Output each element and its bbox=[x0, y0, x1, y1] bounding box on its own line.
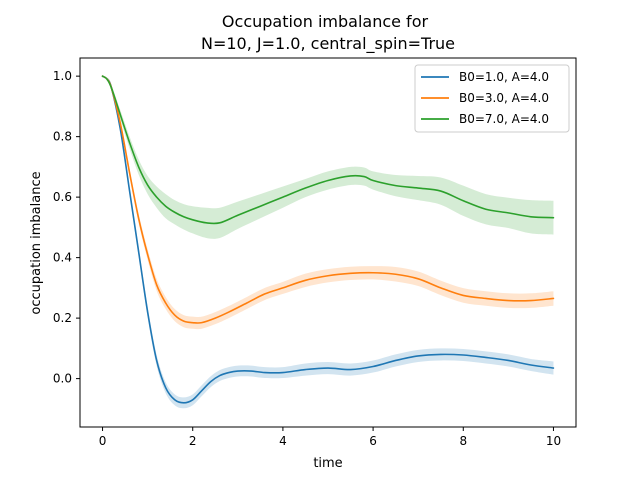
y-tick-label: 0.2 bbox=[53, 311, 72, 325]
legend-box bbox=[414, 64, 570, 133]
series-2-line bbox=[101, 75, 555, 324]
x-tick-label: 2 bbox=[189, 434, 197, 448]
y-axis-ticks: 0.0 0.2 0.4 0.6 0.8 1.0 bbox=[53, 69, 80, 386]
x-axis-label: time bbox=[313, 456, 342, 471]
x-axis-ticks: 0 2 4 6 8 10 bbox=[99, 427, 561, 448]
confidence-bands bbox=[102, 76, 554, 409]
x-tick-label: 0 bbox=[99, 434, 107, 448]
legend-label-2: B0=3.0, A=4.0 bbox=[459, 91, 549, 105]
y-tick-label: 1.0 bbox=[53, 69, 72, 83]
chart-title-line1: Occupation imbalance for bbox=[222, 12, 429, 31]
series-3-line bbox=[101, 75, 555, 225]
y-tick-label: 0.0 bbox=[53, 372, 72, 386]
plot-frame bbox=[79, 57, 577, 428]
legend: B0=1.0, A=4.0 B0=3.0, A=4.0 B0=7.0, A=4.0 bbox=[414, 64, 570, 133]
x-tick-label: 8 bbox=[459, 434, 467, 448]
series-1-line bbox=[101, 75, 555, 404]
series-2-band bbox=[102, 76, 554, 330]
y-axis-label: occupation imbalance bbox=[29, 171, 44, 314]
x-tick-label: 4 bbox=[279, 434, 287, 448]
series-lines bbox=[101, 75, 555, 404]
x-tick-label: 6 bbox=[369, 434, 377, 448]
series-3-band bbox=[102, 76, 554, 239]
chart-title-line2: N=10, J=1.0, central_spin=True bbox=[201, 34, 455, 54]
y-tick-label: 0.6 bbox=[53, 190, 72, 204]
legend-label-1: B0=1.0, A=4.0 bbox=[459, 70, 549, 84]
y-tick-label: 0.4 bbox=[53, 251, 72, 265]
x-tick-label: 10 bbox=[546, 434, 561, 448]
y-tick-label: 0.8 bbox=[53, 130, 72, 144]
legend-label-3: B0=7.0, A=4.0 bbox=[459, 112, 549, 126]
